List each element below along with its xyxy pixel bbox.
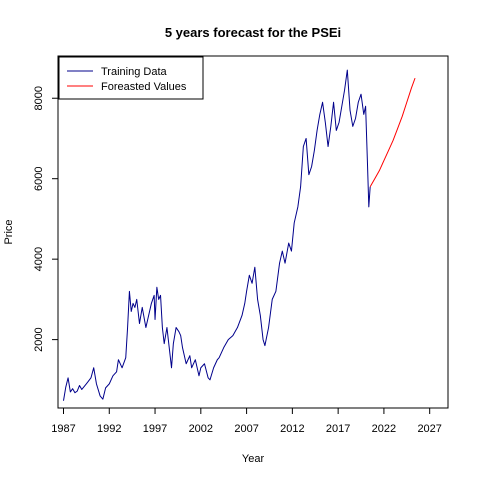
y-tick-label: 4000 xyxy=(33,247,45,271)
y-tick-label: 2000 xyxy=(33,327,45,351)
legend-label-training: Training Data xyxy=(101,66,168,78)
training-data-line xyxy=(62,69,371,401)
y-tick-label: 6000 xyxy=(33,166,45,190)
x-tick-label: 1987 xyxy=(51,423,75,435)
forecast-line xyxy=(369,77,416,187)
x-axis-title: Year xyxy=(242,453,265,465)
y-axis-title: Price xyxy=(3,219,15,244)
plot-frame xyxy=(57,55,449,409)
x-tick-label: 2007 xyxy=(234,423,258,435)
x-tick-label: 2027 xyxy=(417,423,441,435)
x-tick-label: 2017 xyxy=(326,423,350,435)
y-tick-label: 8000 xyxy=(33,86,45,110)
x-tick-label: 1997 xyxy=(143,423,167,435)
legend-box xyxy=(58,56,204,100)
x-tick-label: 1992 xyxy=(97,423,121,435)
x-tick-label: 2022 xyxy=(372,423,396,435)
legend-label-forecast: Foreasted Values xyxy=(101,81,187,93)
chart-title: 5 years forecast for the PSEi xyxy=(165,25,341,40)
x-tick-label: 2002 xyxy=(189,423,213,435)
x-tick-label: 2012 xyxy=(280,423,304,435)
